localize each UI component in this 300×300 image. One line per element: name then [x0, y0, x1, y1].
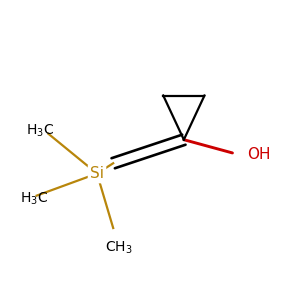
Text: OH: OH — [247, 147, 271, 162]
Text: H$_3$C: H$_3$C — [20, 190, 49, 207]
Text: Si: Si — [90, 166, 104, 181]
Text: CH$_3$: CH$_3$ — [105, 240, 133, 256]
Text: H$_3$C: H$_3$C — [26, 123, 54, 139]
